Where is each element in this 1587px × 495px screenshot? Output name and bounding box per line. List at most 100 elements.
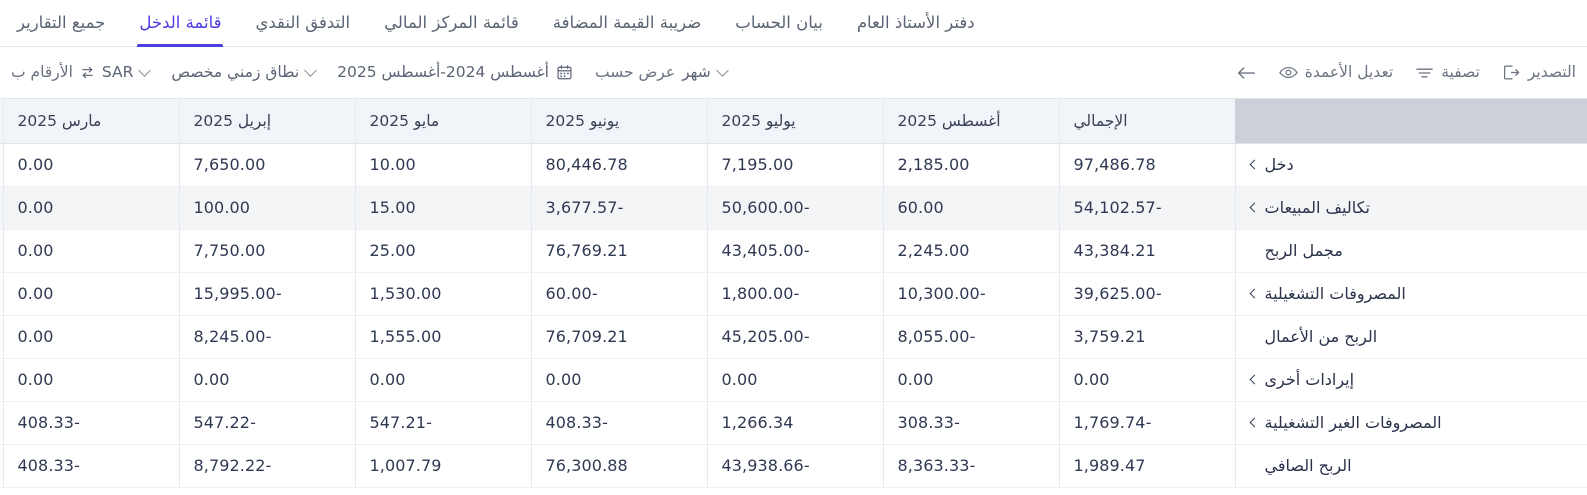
table-row[interactable]: الربح من الأعمال 3,759.21 -8,055.00 -45,205…	[0, 315, 1587, 359]
cell-total: 43,384.21	[1058, 229, 1235, 273]
cell-value: -8,245.00	[178, 315, 355, 359]
group-by-label: عرض حسب	[594, 62, 676, 81]
cell-value: 0.00	[2, 272, 179, 316]
income-statement-table-wrapper[interactable]: الإجمالي أغسطس 2025 يوليو 2025 يونيو 2025 ما…	[0, 99, 1587, 495]
column-header[interactable]: يوليو 2025	[706, 99, 883, 144]
tab-income-statement[interactable]: قائمة الدخل	[122, 0, 238, 47]
cell-value: -43,938.66	[706, 444, 883, 488]
row-label-cell[interactable]: المصروفات الغير التشغيلية	[1234, 401, 1587, 445]
table-row[interactable]: إيرادات أخرى 0.00 0.00 0.00 0.00 0.00 0.00 0.00	[0, 358, 1587, 402]
currency-swap-icon	[80, 65, 95, 80]
row-label-cell[interactable]: الربح من الأعمال	[1234, 315, 1587, 359]
tab-all-reports[interactable]: جميع التقارير	[0, 0, 122, 46]
table-row[interactable]: تكاليف المبيعات -54,102.57 60.00 -50,600.00…	[0, 186, 1587, 230]
cell-value: -15,995.00	[178, 272, 355, 316]
row-label-cell[interactable]: مجمل الربح	[1234, 229, 1587, 273]
cell-total: 1,989.47	[1058, 444, 1235, 488]
export-button[interactable]: التصدير	[1491, 56, 1587, 90]
row-label: تكاليف المبيعات	[1264, 198, 1370, 217]
cell-value: -8,792.22	[178, 444, 355, 488]
tab-vat[interactable]: ضريبة القيمة المضافة	[536, 0, 719, 46]
row-label-cell[interactable]: تكاليف المبيعات	[1234, 186, 1587, 230]
table-row[interactable]: مجمل الربح 43,384.21 2,245.00 -43,405.00 76,…	[0, 229, 1587, 273]
cell-value: -408.33	[2, 401, 179, 445]
edit-columns-button[interactable]: تعديل الأعمدة	[1268, 56, 1405, 90]
cell-value	[0, 401, 3, 445]
cell-value: -3,677.57	[530, 186, 707, 230]
cell-value: 0.00	[706, 358, 883, 402]
tab-general-ledger[interactable]: دفتر الأستاذ العام	[840, 0, 992, 46]
chevron-left-icon[interactable]	[1249, 202, 1259, 213]
table-row[interactable]: المصروفات الغير التشغيلية -1,769.74 -308.3…	[0, 401, 1587, 445]
table-row[interactable]: دخل 97,486.78 2,185.00 7,195.00 80,446.78 10.…	[0, 143, 1587, 187]
cell-value: 76,769.21	[530, 229, 707, 273]
column-header[interactable]: إبريل 2025	[178, 99, 355, 144]
cell-value: -1,800.00	[706, 272, 883, 316]
chevron-left-icon[interactable]	[1249, 288, 1259, 299]
cell-value: 7,195.00	[706, 143, 883, 187]
column-header[interactable]: مارس 2025	[2, 99, 179, 144]
cell-value: -10,300.00	[882, 272, 1059, 316]
row-label-inner: المصروفات الغير التشغيلية	[1249, 413, 1574, 432]
cell-value: 10.00	[354, 143, 531, 187]
tab-label: دفتر الأستاذ العام	[856, 12, 975, 32]
column-header[interactable]: يونيو 2025	[530, 99, 707, 144]
column-header-label	[1235, 99, 1587, 144]
row-label: المصروفات الغير التشغيلية	[1264, 413, 1442, 432]
row-label-cell[interactable]: الربح الصافي	[1234, 444, 1587, 488]
column-header[interactable]: أغسطس 2025	[882, 99, 1059, 144]
cell-value: 7,650.00	[178, 143, 355, 187]
currency-selector[interactable]: الأرقام ب SAR	[0, 56, 160, 90]
row-label-inner: دخل	[1249, 155, 1574, 174]
chevron-left-icon[interactable]	[1249, 417, 1259, 428]
cell-value	[0, 444, 3, 488]
currency-value: SAR	[101, 62, 134, 81]
cell-value	[0, 272, 3, 316]
row-label-cell[interactable]: المصروفات التشغيلية	[1234, 272, 1587, 316]
cell-value: 0.00	[2, 358, 179, 402]
cell-value: 0.00	[882, 358, 1059, 402]
tab-label: قائمة المركز المالي	[384, 12, 519, 32]
cell-value: -50,600.00	[706, 186, 883, 230]
date-range-picker[interactable]: أغسطس 2024-أغسطس 2025	[326, 56, 584, 90]
cell-value	[0, 358, 3, 402]
tab-cash-flow[interactable]: التدفق النقدي	[238, 0, 367, 46]
column-header[interactable]: الإجمالي	[1058, 99, 1235, 144]
cell-total: 97,486.78	[1058, 143, 1235, 187]
table-header: الإجمالي أغسطس 2025 يوليو 2025 يونيو 2025 ما…	[0, 99, 1587, 144]
currency-label: الأرقام ب	[11, 62, 73, 81]
cell-value: 60.00	[882, 186, 1059, 230]
cell-value: -45,205.00	[706, 315, 883, 359]
chevron-left-icon[interactable]	[1249, 374, 1259, 385]
arrow-left-icon	[1235, 64, 1257, 82]
cell-total: -39,625.00	[1058, 272, 1235, 316]
cell-value: -408.33	[2, 444, 179, 488]
chevron-left-icon[interactable]	[1249, 159, 1259, 170]
group-by-selector[interactable]: عرض حسب شهر	[584, 56, 738, 90]
chevron-down-icon	[715, 64, 729, 77]
date-range-value: أغسطس 2024-أغسطس 2025	[337, 62, 549, 81]
chevron-down-icon	[138, 64, 152, 77]
cell-value: 80,446.78	[530, 143, 707, 187]
cell-value: -308.33	[882, 401, 1059, 445]
calendar-icon	[556, 64, 573, 81]
cell-total: -1,769.74	[1058, 401, 1235, 445]
row-label-cell[interactable]: إيرادات أخرى	[1234, 358, 1587, 402]
row-label: دخل	[1264, 155, 1294, 174]
table-row[interactable]: المصروفات التشغيلية -39,625.00 -10,300.00-…	[0, 272, 1587, 316]
tab-account-statement[interactable]: بيان الحساب	[718, 0, 840, 46]
row-label-cell[interactable]: دخل	[1234, 143, 1587, 187]
time-range-selector[interactable]: نطاق زمني مخصص	[160, 56, 326, 90]
table-row[interactable]: الربح الصافي 1,989.47 -8,363.33 -43,938.66 7…	[0, 444, 1587, 488]
cell-value: 0.00	[2, 229, 179, 273]
column-header[interactable]: مايو 2025	[354, 99, 531, 144]
back-button[interactable]	[1224, 56, 1268, 90]
row-label-inner: الربح من الأعمال	[1250, 327, 1574, 346]
tab-balance-sheet[interactable]: قائمة المركز المالي	[367, 0, 536, 46]
cell-value: 100.00	[178, 186, 355, 230]
cell-value: 2,185.00	[882, 143, 1059, 187]
tab-label: بيان الحساب	[735, 12, 823, 32]
income-statement-table: الإجمالي أغسطس 2025 يوليو 2025 يونيو 2025 ما…	[0, 99, 1587, 488]
filter-button[interactable]: تصفية	[1404, 56, 1491, 90]
cell-value: 76,709.21	[530, 315, 707, 359]
